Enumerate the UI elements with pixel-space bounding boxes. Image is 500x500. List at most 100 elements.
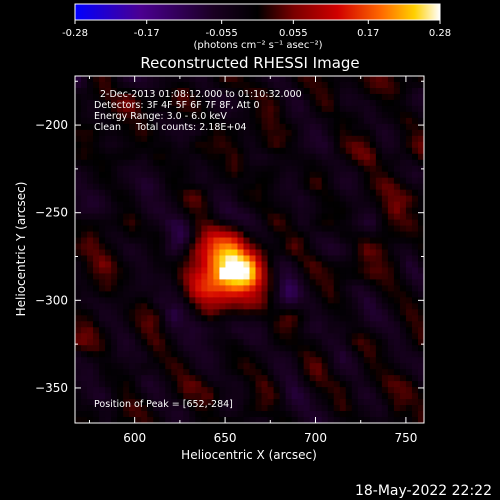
heatmap-cell [243, 213, 250, 220]
heatmap-cell [351, 291, 359, 298]
heatmap-cell [393, 375, 401, 382]
heatmap-cell [165, 291, 172, 298]
heatmap-cell [105, 171, 112, 179]
heatmap-cell [135, 141, 142, 149]
heatmap-cell [345, 405, 353, 412]
heatmap-cell [417, 105, 425, 113]
heatmap-cell [195, 399, 202, 406]
heatmap-cell [399, 76, 407, 83]
heatmap-cell [321, 303, 329, 310]
heatmap-cell [81, 117, 88, 125]
heatmap-cell [345, 195, 353, 203]
heatmap-cell [303, 183, 311, 191]
heatmap-cell [135, 261, 142, 268]
heatmap-cell [159, 309, 166, 316]
heatmap-cell [333, 315, 341, 322]
heatmap-cell [99, 363, 106, 370]
heatmap-cell [309, 81, 317, 89]
heatmap-cell [405, 369, 413, 376]
heatmap-cell [105, 183, 112, 191]
heatmap-cell [387, 417, 395, 424]
heatmap-cell [111, 357, 118, 364]
heatmap-cell [411, 165, 419, 173]
heatmap-cell [309, 285, 317, 292]
heatmap-cell [123, 76, 130, 83]
heatmap-cell [405, 76, 413, 83]
heatmap-cell [201, 123, 208, 131]
heatmap-cell [93, 87, 100, 95]
heatmap-cell [237, 249, 244, 256]
heatmap-cell [291, 357, 299, 364]
heatmap-cell [111, 213, 118, 220]
heatmap-cell [237, 105, 244, 113]
heatmap-cell [207, 381, 214, 388]
heatmap-cell [93, 237, 100, 244]
heatmap-cell [375, 351, 383, 358]
heatmap-cell [279, 135, 287, 143]
heatmap-cell [213, 195, 220, 203]
heatmap-cell [345, 177, 353, 185]
heatmap-cell [141, 333, 148, 340]
heatmap-cell [249, 153, 256, 161]
heatmap-cell [303, 315, 311, 322]
heatmap-cell [189, 93, 196, 101]
heatmap-cell [219, 129, 226, 137]
heatmap-cell [75, 327, 82, 334]
heatmap-cell [321, 249, 329, 256]
heatmap-cell [177, 147, 184, 155]
heatmap-cell [159, 411, 166, 418]
heatmap-cell [237, 411, 244, 418]
heatmap-cell [207, 177, 214, 185]
heatmap-cell [213, 417, 220, 424]
heatmap-cell [219, 243, 226, 250]
heatmap-cell [321, 99, 329, 107]
heatmap-cell [387, 135, 395, 143]
heatmap-cell [177, 123, 184, 131]
heatmap-cell [225, 315, 232, 322]
heatmap-cell [117, 291, 124, 298]
heatmap-cell [309, 153, 317, 161]
heatmap-cell [171, 261, 178, 268]
heatmap-cell [291, 339, 299, 346]
heatmap-cell [231, 297, 238, 304]
heatmap-cell [111, 117, 118, 125]
heatmap-cell [201, 171, 208, 179]
heatmap-cell [375, 279, 383, 286]
heatmap-cell [99, 375, 106, 382]
heatmap-cell [195, 213, 202, 220]
heatmap-cell [159, 105, 166, 113]
heatmap-cell [375, 315, 383, 322]
heatmap-cell [189, 141, 196, 149]
heatmap-cell [123, 273, 130, 280]
heatmap-cell [207, 207, 214, 214]
heatmap-cell [171, 273, 178, 280]
colorbar-tick-label: 0.17 [357, 28, 379, 39]
heatmap-cell [327, 195, 335, 203]
heatmap-cell [345, 141, 353, 149]
heatmap-cell [153, 339, 160, 346]
heatmap-cell [327, 285, 335, 292]
heatmap-cell [231, 291, 238, 298]
heatmap-cell [141, 165, 148, 173]
heatmap-cell [201, 201, 208, 209]
heatmap-cell [207, 81, 214, 89]
heatmap-cell [81, 279, 88, 286]
heatmap-cell [405, 297, 413, 304]
heatmap-cell [249, 291, 256, 298]
heatmap-cell [297, 171, 305, 179]
heatmap-cell [147, 147, 154, 155]
heatmap-cell [141, 249, 148, 256]
heatmap-cell [399, 93, 407, 101]
heatmap-cell [369, 327, 377, 334]
heatmap-cell [303, 399, 311, 406]
heatmap-cell [99, 273, 106, 280]
heatmap-cell [195, 249, 202, 256]
heatmap-cell [279, 279, 287, 286]
heatmap-cell [303, 387, 311, 394]
heatmap-cell [243, 159, 250, 167]
heatmap-cell [141, 171, 148, 179]
heatmap-cell [267, 333, 274, 340]
heatmap-cell [195, 76, 202, 83]
heatmap-cell [261, 321, 268, 328]
heatmap-cell [81, 129, 88, 137]
